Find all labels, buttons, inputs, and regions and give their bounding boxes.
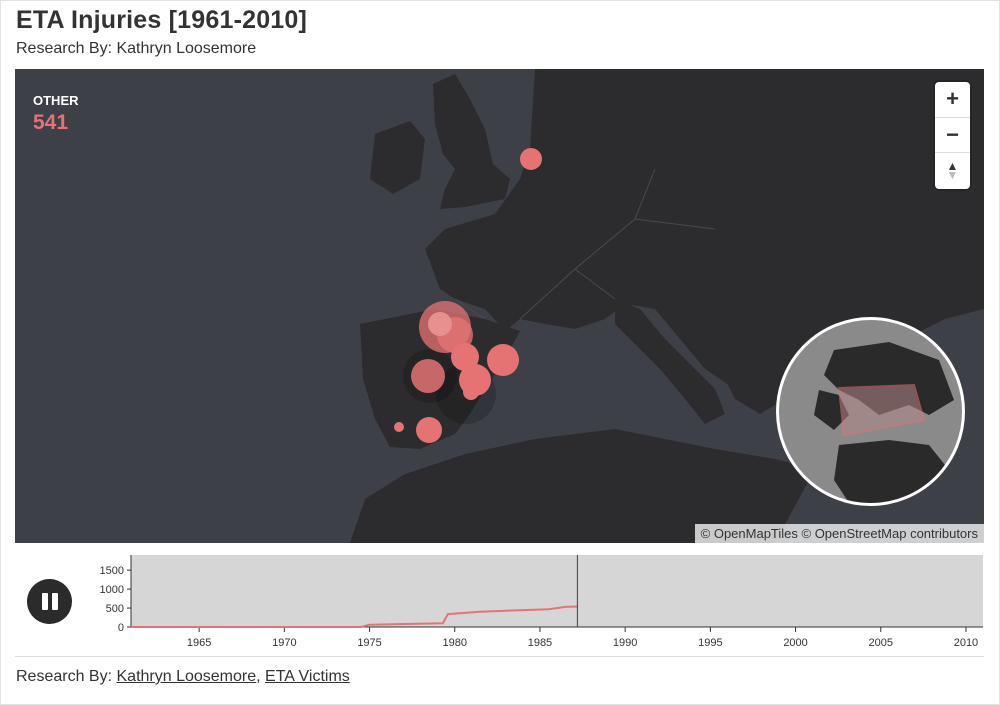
compass-icon: ▲ ▼ xyxy=(946,158,959,182)
page-title: ETA Injuries [1961-2010] xyxy=(16,6,308,34)
x-tick-label: 2010 xyxy=(954,637,978,647)
footer-divider xyxy=(15,656,984,657)
reset-bearing-button[interactable]: ▲ ▼ xyxy=(935,153,970,189)
marker-basque-3 xyxy=(428,312,452,336)
timeline-player: 0 500 1000 1500 1965 1970 1975 1980 1985 1990 199… xyxy=(15,555,984,647)
zoom-control: + − ▲ ▼ xyxy=(935,82,970,189)
x-tick-label: 2005 xyxy=(869,637,893,647)
zoom-out-button[interactable]: − xyxy=(935,118,970,154)
y-tick-label: 500 xyxy=(106,603,124,615)
legend-category: OTHER xyxy=(33,93,79,108)
pause-button[interactable] xyxy=(27,579,72,624)
marker-madrid xyxy=(411,359,445,393)
overview-globe[interactable] xyxy=(776,317,965,506)
page-subtitle: Research By: Kathryn Loosemore xyxy=(16,40,257,57)
x-tick-label: 1990 xyxy=(613,637,637,647)
x-tick-label: 1980 xyxy=(443,637,467,647)
marker-sevilla xyxy=(394,422,404,432)
x-tick-label: 2000 xyxy=(783,637,807,647)
link-kathryn-loosemore[interactable]: Kathryn Loosemore xyxy=(116,668,257,685)
legend-count: 541 xyxy=(33,111,69,134)
marker-zaragoza xyxy=(451,343,479,371)
injury-markers xyxy=(394,148,542,443)
marker-alicante xyxy=(463,384,479,400)
plus-icon: + xyxy=(946,86,959,112)
timeline-chart[interactable]: 0 500 1000 1500 1965 1970 1975 1980 1985 1990 199… xyxy=(99,555,984,647)
injuries-series-line xyxy=(131,605,578,628)
x-tick-label: 1965 xyxy=(187,637,211,647)
pause-icon xyxy=(41,593,48,610)
x-tick-label: 1975 xyxy=(357,637,381,647)
marker-malaga xyxy=(416,417,442,443)
map-attribution: © OpenMapTiles © OpenStreetMap contribut… xyxy=(694,524,984,543)
zoom-in-button[interactable]: + xyxy=(935,82,970,118)
chart-background xyxy=(131,555,983,627)
footer-prefix: Research By: xyxy=(16,668,113,685)
x-tick-label: 1985 xyxy=(528,637,552,647)
minus-icon: − xyxy=(946,121,959,147)
marker-barcelona xyxy=(487,344,519,376)
y-tick-label: 1500 xyxy=(100,565,124,577)
y-tick-label: 1000 xyxy=(100,584,124,596)
y-tick-label: 0 xyxy=(118,622,124,634)
footer-credits: Research By: Kathryn Loosemore, ETA Vict… xyxy=(16,668,350,685)
x-tick-label: 1995 xyxy=(698,637,722,647)
map-view[interactable]: OTHER 541 + − ▲ ▼ © OpenMapTiles © OpenSt… xyxy=(15,69,984,543)
x-tick-label: 1970 xyxy=(272,637,296,647)
link-eta-victims[interactable]: ETA Victims xyxy=(265,668,350,685)
globe-map xyxy=(814,342,954,503)
marker-netherlands xyxy=(520,148,542,170)
